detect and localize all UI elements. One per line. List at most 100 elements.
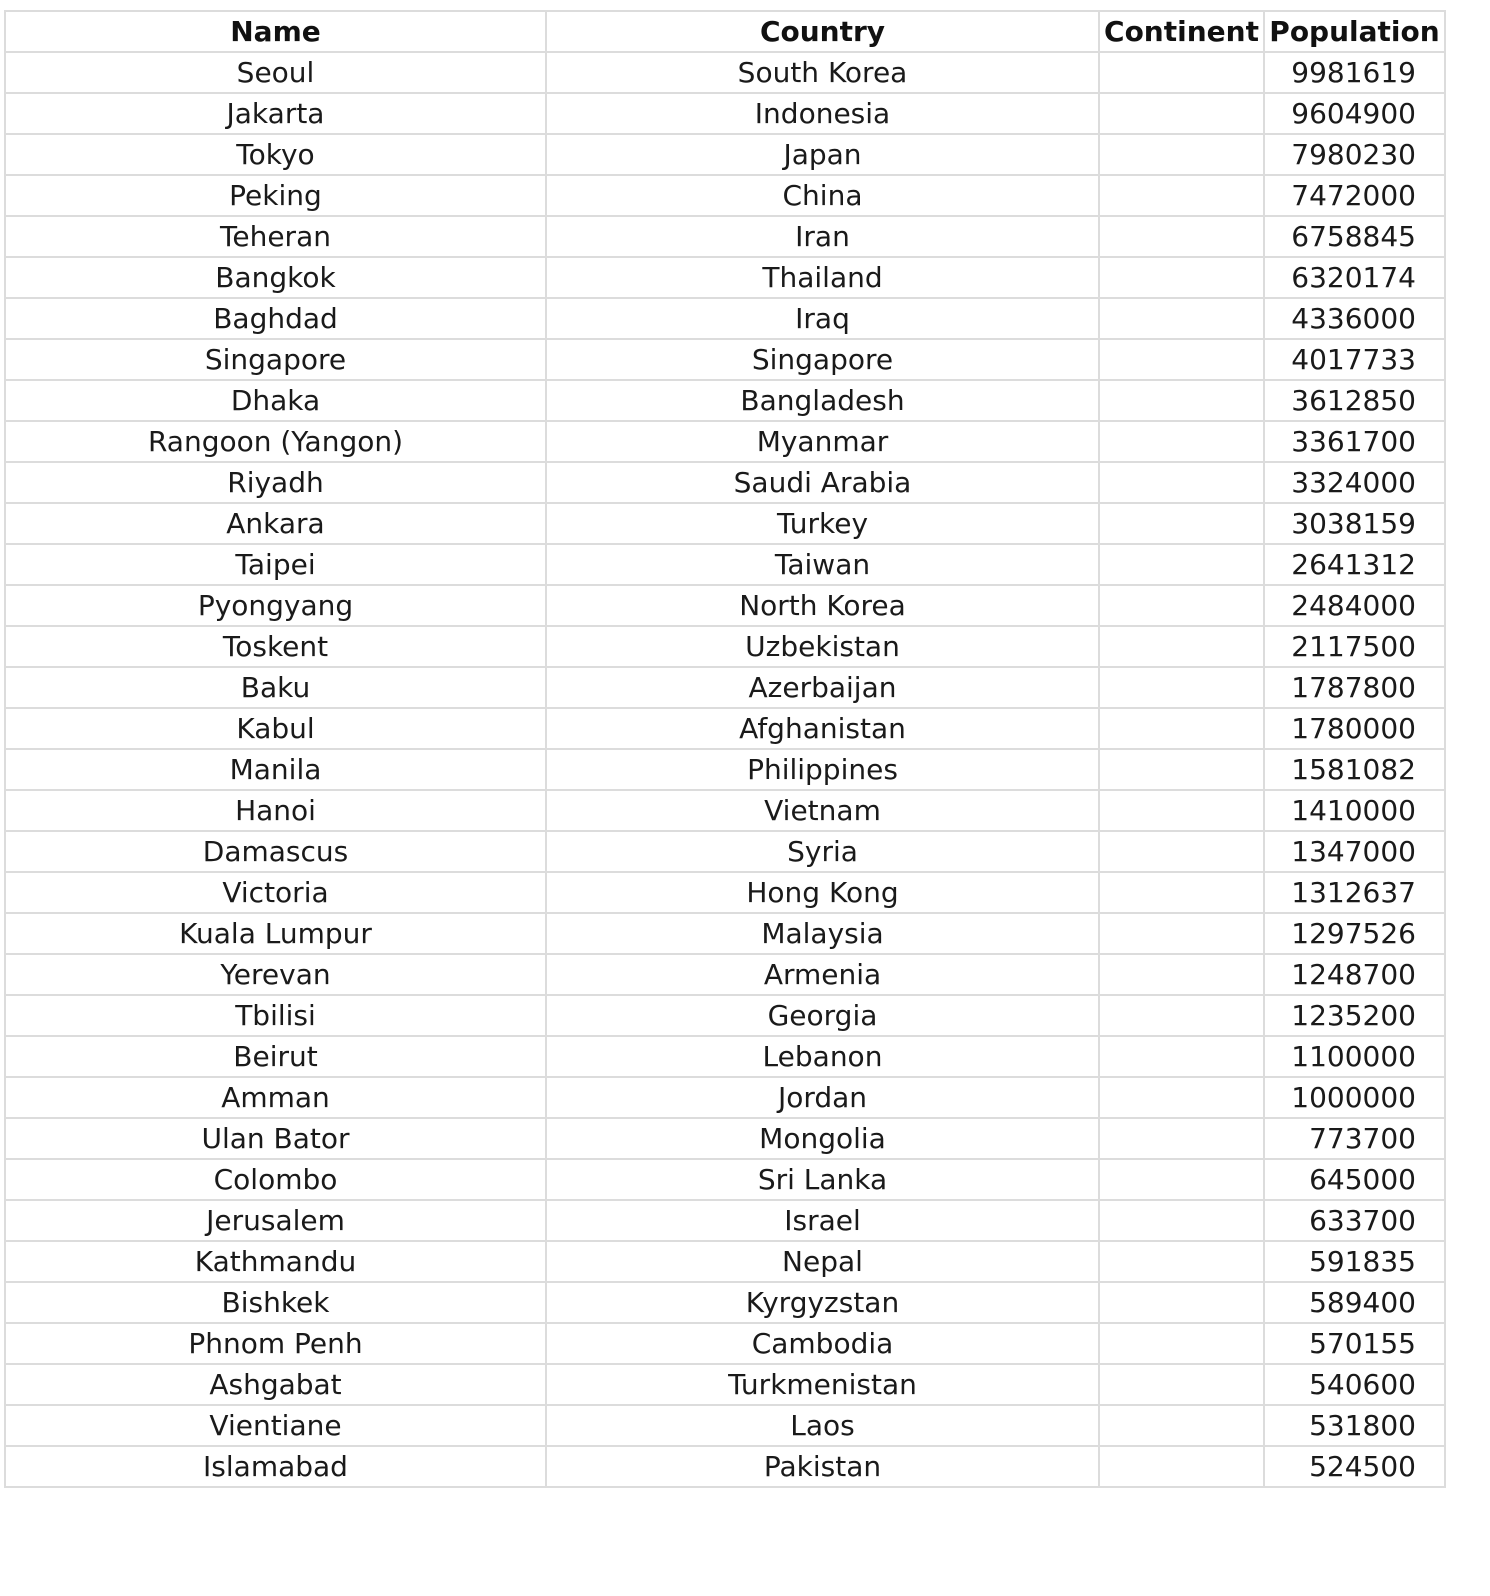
cell-population[interactable]: 4336000 [1263, 297, 1446, 340]
cell-continent[interactable] [1098, 953, 1265, 996]
cell-country[interactable]: Georgia [545, 994, 1100, 1037]
cell-population[interactable]: 2484000 [1263, 584, 1446, 627]
cell-name[interactable]: Kabul [4, 707, 547, 750]
cell-continent[interactable] [1098, 133, 1265, 176]
cell-country[interactable]: Azerbaijan [545, 666, 1100, 709]
cell-country[interactable]: Afghanistan [545, 707, 1100, 750]
cell-name[interactable]: Jakarta [4, 92, 547, 135]
cell-population[interactable]: 589400 [1263, 1281, 1446, 1324]
cell-population[interactable]: 6758845 [1263, 215, 1446, 258]
cell-continent[interactable] [1098, 830, 1265, 873]
cell-population[interactable]: 1347000 [1263, 830, 1446, 873]
cell-population[interactable]: 9981619 [1263, 51, 1446, 94]
cell-population[interactable]: 633700 [1263, 1199, 1446, 1242]
cell-population[interactable]: 591835 [1263, 1240, 1446, 1283]
header-population[interactable]: Population [1263, 10, 1446, 53]
cell-country[interactable]: Kyrgyzstan [545, 1281, 1100, 1324]
cell-population[interactable]: 645000 [1263, 1158, 1446, 1201]
cell-country[interactable]: Thailand [545, 256, 1100, 299]
cell-population[interactable]: 1787800 [1263, 666, 1446, 709]
cell-population[interactable]: 1312637 [1263, 871, 1446, 914]
cell-continent[interactable] [1098, 215, 1265, 258]
cell-country[interactable]: Uzbekistan [545, 625, 1100, 668]
cell-continent[interactable] [1098, 1281, 1265, 1324]
cell-continent[interactable] [1098, 461, 1265, 504]
cell-continent[interactable] [1098, 1240, 1265, 1283]
cell-country[interactable]: China [545, 174, 1100, 217]
cell-name[interactable]: Dhaka [4, 379, 547, 422]
cell-continent[interactable] [1098, 1158, 1265, 1201]
cell-country[interactable]: Taiwan [545, 543, 1100, 586]
cell-continent[interactable] [1098, 1445, 1265, 1488]
cell-country[interactable]: Hong Kong [545, 871, 1100, 914]
cell-name[interactable]: Singapore [4, 338, 547, 381]
cell-name[interactable]: Islamabad [4, 1445, 547, 1488]
cell-country[interactable]: Nepal [545, 1240, 1100, 1283]
header-country[interactable]: Country [545, 10, 1100, 53]
cell-name[interactable]: Tbilisi [4, 994, 547, 1037]
cell-name[interactable]: Ulan Bator [4, 1117, 547, 1160]
header-continent[interactable]: Continent [1098, 10, 1265, 53]
cell-name[interactable]: Damascus [4, 830, 547, 873]
cell-name[interactable]: Hanoi [4, 789, 547, 832]
cell-country[interactable]: Laos [545, 1404, 1100, 1447]
cell-name[interactable]: Jerusalem [4, 1199, 547, 1242]
cell-continent[interactable] [1098, 1404, 1265, 1447]
cell-population[interactable]: 7980230 [1263, 133, 1446, 176]
cell-continent[interactable] [1098, 1199, 1265, 1242]
cell-continent[interactable] [1098, 92, 1265, 135]
cell-country[interactable]: Turkmenistan [545, 1363, 1100, 1406]
cell-country[interactable]: Iraq [545, 297, 1100, 340]
cell-population[interactable]: 1780000 [1263, 707, 1446, 750]
cell-country[interactable]: Japan [545, 133, 1100, 176]
cell-country[interactable]: Israel [545, 1199, 1100, 1242]
cell-country[interactable]: Indonesia [545, 92, 1100, 135]
cell-name[interactable]: Teheran [4, 215, 547, 258]
cell-population[interactable]: 1100000 [1263, 1035, 1446, 1078]
cell-country[interactable]: Mongolia [545, 1117, 1100, 1160]
cell-population[interactable]: 3038159 [1263, 502, 1446, 545]
cell-name[interactable]: Taipei [4, 543, 547, 586]
cell-name[interactable]: Baku [4, 666, 547, 709]
cell-name[interactable]: Baghdad [4, 297, 547, 340]
cell-continent[interactable] [1098, 543, 1265, 586]
cell-population[interactable]: 540600 [1263, 1363, 1446, 1406]
cell-continent[interactable] [1098, 1117, 1265, 1160]
cell-name[interactable]: Bishkek [4, 1281, 547, 1324]
cell-population[interactable]: 531800 [1263, 1404, 1446, 1447]
cell-name[interactable]: Phnom Penh [4, 1322, 547, 1365]
cell-continent[interactable] [1098, 1035, 1265, 1078]
header-name[interactable]: Name [4, 10, 547, 53]
cell-population[interactable]: 3361700 [1263, 420, 1446, 463]
cell-continent[interactable] [1098, 748, 1265, 791]
cell-name[interactable]: Seoul [4, 51, 547, 94]
cell-name[interactable]: Beirut [4, 1035, 547, 1078]
cell-continent[interactable] [1098, 1363, 1265, 1406]
cell-country[interactable]: South Korea [545, 51, 1100, 94]
cell-country[interactable]: North Korea [545, 584, 1100, 627]
cell-population[interactable]: 773700 [1263, 1117, 1446, 1160]
cell-name[interactable]: Bangkok [4, 256, 547, 299]
cell-country[interactable]: Pakistan [545, 1445, 1100, 1488]
cell-name[interactable]: Toskent [4, 625, 547, 668]
cell-population[interactable]: 1297526 [1263, 912, 1446, 955]
cell-population[interactable]: 3324000 [1263, 461, 1446, 504]
cell-population[interactable]: 1581082 [1263, 748, 1446, 791]
cell-name[interactable]: Peking [4, 174, 547, 217]
cell-continent[interactable] [1098, 1076, 1265, 1119]
cell-country[interactable]: Myanmar [545, 420, 1100, 463]
cell-continent[interactable] [1098, 625, 1265, 668]
cell-population[interactable]: 1235200 [1263, 994, 1446, 1037]
cell-population[interactable]: 9604900 [1263, 92, 1446, 135]
cell-country[interactable]: Malaysia [545, 912, 1100, 955]
cell-country[interactable]: Vietnam [545, 789, 1100, 832]
cell-name[interactable]: Vientiane [4, 1404, 547, 1447]
cell-continent[interactable] [1098, 420, 1265, 463]
cell-population[interactable]: 1248700 [1263, 953, 1446, 996]
cell-name[interactable]: Kuala Lumpur [4, 912, 547, 955]
cell-population[interactable]: 1410000 [1263, 789, 1446, 832]
cell-country[interactable]: Sri Lanka [545, 1158, 1100, 1201]
cell-population[interactable]: 524500 [1263, 1445, 1446, 1488]
cell-continent[interactable] [1098, 379, 1265, 422]
cell-continent[interactable] [1098, 502, 1265, 545]
